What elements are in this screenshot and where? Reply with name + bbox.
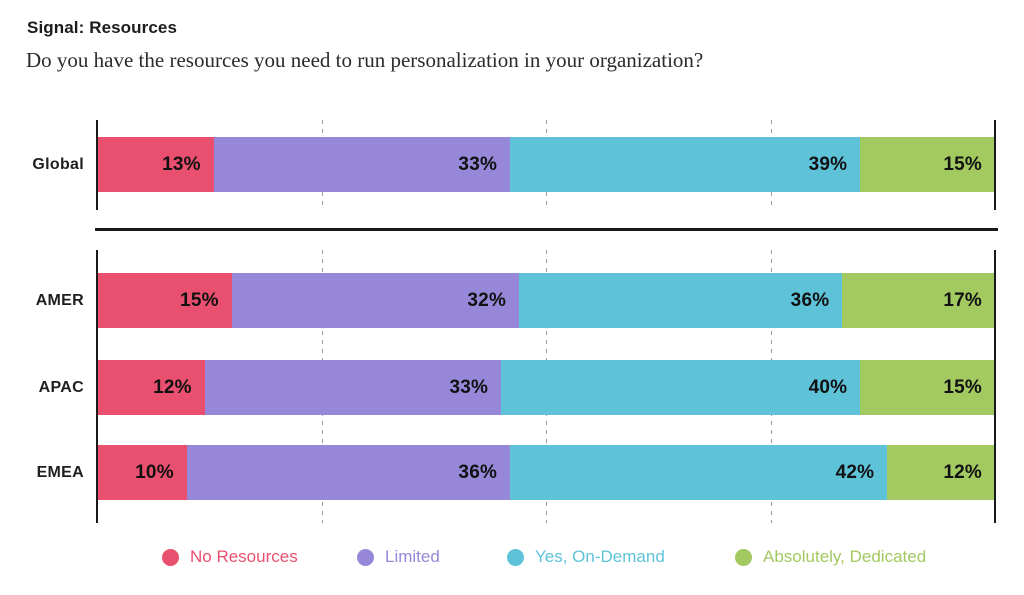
percent-label: 12% <box>153 376 192 398</box>
bar-row-amer: AMER 15% 32% 36% 17% <box>36 273 995 328</box>
row-label-amer: AMER <box>35 291 84 309</box>
chart-title: Signal: Resources <box>27 18 178 37</box>
legend-item-yes-on-demand: Yes, On-Demand <box>507 543 665 571</box>
legend-label: Absolutely, Dedicated <box>763 547 927 566</box>
row-label-global: Global <box>32 155 84 173</box>
bar-segment-absolutely-dedicated: 15% <box>860 137 995 192</box>
regions-chart-section: AMER 15% 32% 36% 17% APAC 12% 33% 40% 15% EMEA 10% 3… <box>36 250 996 523</box>
bar-segment-limited: 36% <box>186 445 511 500</box>
legend-item-limited: Limited <box>357 543 440 571</box>
bar-segment-absolutely-dedicated: 12% <box>887 445 995 500</box>
percent-label: 40% <box>808 376 848 398</box>
bar-row-emea: EMEA 10% 36% 42% 12% <box>37 445 995 500</box>
bar-segment-yes-on-demand: 42% <box>510 445 888 500</box>
bar-segment-yes-on-demand: 39% <box>510 137 861 192</box>
percent-label: 36% <box>458 461 498 483</box>
legend-item-no-resources: No Resources <box>162 543 298 571</box>
section-separator-line <box>95 228 998 231</box>
percent-label: 42% <box>835 461 875 483</box>
percent-label: 36% <box>790 289 830 311</box>
legend-label: Yes, On-Demand <box>535 547 665 566</box>
percent-label: 15% <box>943 153 982 175</box>
chart-subtitle: Do you have the resources you need to ru… <box>26 48 704 72</box>
chart-legend: No Resources Limited Yes, On-Demand Absolut… <box>0 543 1024 571</box>
percent-label: 17% <box>943 289 982 311</box>
global-chart-section: Global 13% 33% 39% 15% <box>32 120 996 210</box>
legend-dot-absolutely-dedicated <box>735 548 752 566</box>
right-boundary-line <box>994 250 996 523</box>
percent-label: 15% <box>180 289 219 311</box>
bar-segment-no-resources: 15% <box>97 273 232 328</box>
legend-item-absolutely-dedicated: Absolutely, Dedicated <box>735 543 926 571</box>
percent-label: 15% <box>943 376 982 398</box>
percent-label: 33% <box>449 376 489 398</box>
row-label-apac: APAC <box>38 378 84 396</box>
percent-label: 12% <box>943 461 982 483</box>
percent-label: 10% <box>135 461 174 483</box>
right-boundary-line <box>994 120 996 210</box>
bar-segment-yes-on-demand: 36% <box>519 273 843 328</box>
bar-segment-no-resources: 13% <box>97 137 214 192</box>
percent-label: 13% <box>162 153 201 175</box>
percent-label: 39% <box>808 153 848 175</box>
bar-segment-no-resources: 10% <box>97 445 187 500</box>
bar-segment-limited: 32% <box>231 273 520 328</box>
bar-segment-limited: 33% <box>204 360 502 415</box>
legend-label: No Resources <box>190 547 298 566</box>
legend-dot-limited <box>357 548 374 566</box>
percent-label: 32% <box>467 289 507 311</box>
bar-row-apac: APAC 12% 33% 40% 15% <box>39 360 995 415</box>
percent-label: 33% <box>458 153 498 175</box>
bar-segment-no-resources: 12% <box>97 360 205 415</box>
legend-dot-yes-on-demand <box>507 548 524 566</box>
legend-dot-no-resources <box>162 548 179 566</box>
row-label-emea: EMEA <box>36 463 84 481</box>
bar-segment-limited: 33% <box>213 137 511 192</box>
bar-segment-absolutely-dedicated: 17% <box>842 273 995 328</box>
y-axis-line <box>96 120 98 210</box>
bar-segment-absolutely-dedicated: 15% <box>860 360 995 415</box>
legend-label: Limited <box>385 547 440 566</box>
y-axis-line <box>96 250 98 523</box>
bar-row-global: Global 13% 33% 39% 15% <box>32 137 995 192</box>
bar-segment-yes-on-demand: 40% <box>501 360 861 415</box>
